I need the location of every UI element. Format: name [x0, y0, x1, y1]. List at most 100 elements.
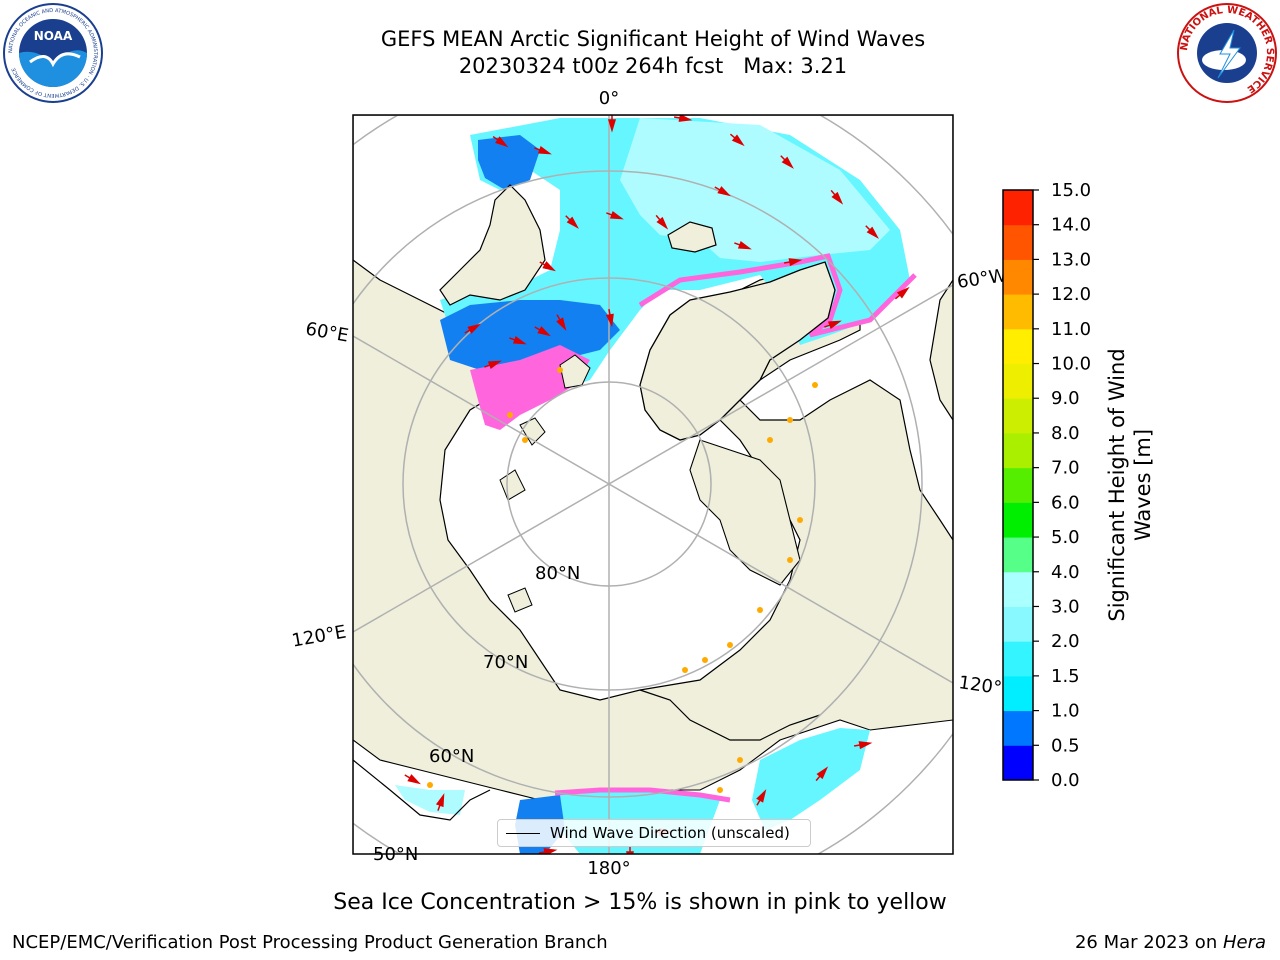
- colorbar-tick-label: 6.0: [1051, 492, 1080, 513]
- wave-arrow: [853, 741, 873, 750]
- lon-label-60e: 60°E: [304, 318, 350, 346]
- wave-arrow: [435, 793, 445, 811]
- wave-arrow: [673, 115, 693, 122]
- wave-arrow: [865, 225, 879, 239]
- svalbard: [559, 354, 591, 389]
- colorbar-segment: [1003, 467, 1033, 503]
- wave-arrow: [464, 323, 481, 334]
- colorbar-tick-label: 8.0: [1051, 423, 1080, 444]
- colorbar-tick-label: 14.0: [1051, 215, 1091, 236]
- new-siberian-islands: [507, 587, 533, 613]
- colorbar-segment: [1003, 363, 1033, 399]
- wave-arrow: [565, 215, 579, 229]
- lon-label-180: 180°: [587, 858, 630, 879]
- lat-label-50n: 50°N: [373, 844, 418, 865]
- wave-arrow: [734, 240, 752, 250]
- colorbar-segment: [1003, 224, 1033, 260]
- colorbar-tick-label: 11.0: [1051, 319, 1091, 340]
- wave-arrow: [729, 133, 745, 147]
- colorbar-tick-label: 12.0: [1051, 284, 1091, 305]
- meridian-60e-120w: [353, 335, 953, 684]
- wave-arrow: [655, 214, 669, 230]
- colorbar-tick-label: 0.0: [1051, 770, 1080, 791]
- wave-arrow: [830, 189, 844, 205]
- colorbar-label-line1: Significant Height of Wind: [1105, 348, 1129, 621]
- graticule: [353, 115, 953, 854]
- severnaya-zemlya: [499, 469, 526, 501]
- colorbar-segment: [1003, 606, 1033, 642]
- footer-date-text: 26 Mar 2023 on: [1074, 932, 1223, 953]
- colorbar-segment: [1003, 432, 1033, 469]
- sea-ice-caption: Sea Ice Concentration > 15% is shown in …: [333, 890, 947, 915]
- wave-arrow: [815, 766, 829, 782]
- wave-arrow: [756, 789, 767, 806]
- wave-arrow: [538, 848, 558, 854]
- wave-arrow: [606, 210, 624, 220]
- map-title: GEFS MEAN Arctic Significant Height of W…: [380, 27, 926, 51]
- nws-logo: NATIONAL WEATHER SERVICE: [1177, 3, 1277, 103]
- canadian-archipelago: [689, 439, 801, 586]
- colorbar-segment: [1003, 328, 1033, 365]
- wave-direction-legend: Wind Wave Direction (unscaled): [497, 819, 811, 847]
- footer-producer: NCEP/EMC/Verification Post Processing Pr…: [12, 932, 608, 953]
- legend-label: Wind Wave Direction (unscaled): [550, 824, 790, 842]
- legend-line-swatch: [506, 832, 540, 834]
- alaska-coast: [639, 689, 821, 741]
- wave-direction-arrows: [404, 115, 910, 854]
- colorbar-segment: [1003, 537, 1033, 573]
- colorbar-label-line2: Waves [m]: [1131, 429, 1155, 541]
- ice-edge-greenland: [638, 253, 917, 338]
- colorbar-tick-label: 7.0: [1051, 458, 1080, 479]
- wave-arrow: [894, 286, 910, 300]
- colorbar-segment: [1003, 745, 1033, 781]
- colorbar-segment: [1003, 710, 1033, 746]
- scandinavia-landmass: [439, 184, 546, 306]
- colorbar-segment: [1003, 571, 1033, 607]
- colorbar: 0.0 0.5 1.0 1.5 2.0 3.0 4.0 5.0 6.0 7.0 8.0 9.0 10.0…: [1002, 180, 1091, 791]
- lon-label-120e: 120°E: [290, 621, 348, 651]
- colorbar-segment: [1003, 502, 1033, 538]
- wave-arrow: [534, 326, 551, 337]
- footer-date: 26 Mar 2023 on Hera: [1075, 932, 1266, 953]
- colorbar-frame: [1002, 189, 1034, 781]
- kamchatka-coast: [353, 759, 491, 821]
- wave-arrow: [783, 258, 803, 267]
- colorbar-segment: [1003, 294, 1033, 330]
- lon-label-0: 0°: [599, 88, 619, 109]
- map-frame: [352, 114, 954, 855]
- wave-arrow: [605, 308, 614, 328]
- wave-arrow: [534, 145, 552, 155]
- colorbar-segment: [1003, 259, 1033, 295]
- map-subtitle: 20230324 t00z 264h fcst Max: 3.21: [458, 54, 848, 78]
- okhotsk-wave-field: [395, 785, 465, 815]
- colorbar-tick-label: 5.0: [1051, 527, 1080, 548]
- wave-arrow: [484, 360, 502, 370]
- colorbar-segment: [1003, 641, 1033, 677]
- lat-label-80n: 80°N: [535, 563, 580, 584]
- lat-label-60n: 60°N: [429, 746, 474, 767]
- colorbar-segment: [1003, 675, 1033, 712]
- wave-arrow: [492, 135, 509, 148]
- colorbar-tick-label: 4.0: [1051, 562, 1080, 583]
- wave-arrow: [509, 335, 527, 345]
- baltic-blue: [478, 135, 540, 190]
- greenland-landmass: [639, 261, 836, 441]
- wave-arrow: [824, 320, 842, 330]
- colorbar-tick-label: 2.0: [1051, 631, 1080, 652]
- iceland-landmass: [667, 221, 717, 253]
- footer-host: Hera: [1222, 932, 1266, 953]
- colorbar-label: Significant Height of Wind Waves [m]: [1105, 348, 1155, 621]
- colorbar-tick-label: 9.0: [1051, 388, 1080, 409]
- wave-arrow: [780, 155, 794, 169]
- meridian-120e-60w: [353, 284, 953, 633]
- noaa-logo-text: NOAA: [34, 29, 73, 43]
- lat-label-70n: 70°N: [483, 652, 528, 673]
- wave-arrow: [556, 314, 567, 331]
- gulf-alaska-wave-field: [752, 728, 870, 830]
- bering-ice-edge: [554, 787, 731, 803]
- wave-arrow: [539, 261, 556, 272]
- noaa-logo: NATIONAL OCEANIC AND ATMOSPHERIC ADMINIS…: [3, 3, 103, 103]
- wave-arrow: [714, 186, 731, 197]
- colorbar-segment: [1003, 190, 1033, 226]
